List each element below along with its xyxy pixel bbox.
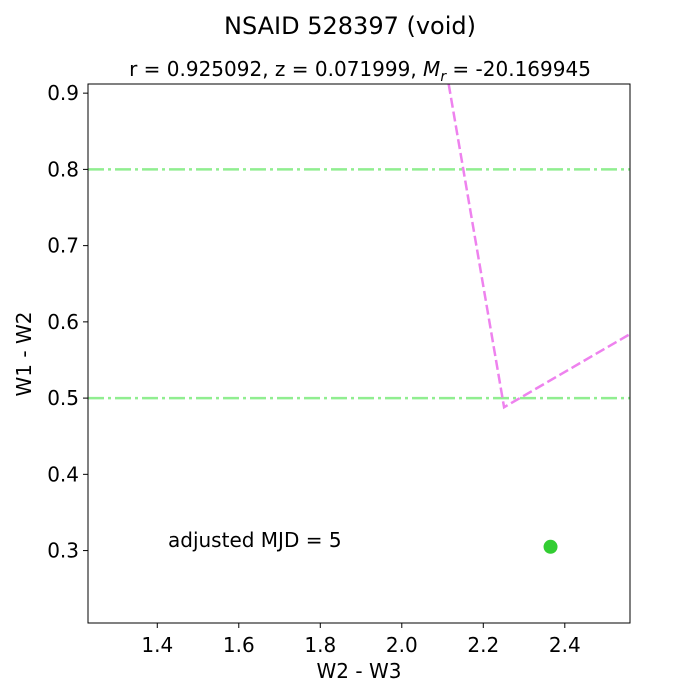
y-axis-label: W1 - W2 xyxy=(12,312,36,397)
y-tick-label: 0.6 xyxy=(47,310,79,334)
plot-area-frame xyxy=(87,83,631,624)
subtitle-mag-symbol: M xyxy=(423,57,440,81)
x-tick-label: 2.0 xyxy=(386,633,418,657)
chart-title: NSAID 528397 (void) xyxy=(224,12,476,40)
annotation-text: adjusted MJD = 5 xyxy=(168,528,342,552)
y-tick-label: 0.5 xyxy=(47,386,79,410)
plot-content xyxy=(88,84,630,554)
y-tick-label: 0.4 xyxy=(47,462,79,486)
x-axis: 1.4 1.6 1.8 2.0 2.2 2.4 xyxy=(141,623,581,657)
x-axis-label: W2 - W3 xyxy=(317,659,402,683)
y-tick-label: 0.8 xyxy=(47,157,79,181)
subtitle-prefix: r = 0.925092, z = 0.071999, xyxy=(129,57,423,81)
chart-subtitle: r = 0.925092, z = 0.071999, Mr = -20.169… xyxy=(129,57,591,85)
subtitle-mag-subscript: r xyxy=(440,69,447,85)
subtitle-suffix: = -20.169945 xyxy=(446,57,591,81)
y-axis: 0.3 0.4 0.5 0.6 0.7 0.8 0.9 xyxy=(47,81,88,563)
x-tick-label: 1.4 xyxy=(141,633,173,657)
x-tick-label: 1.8 xyxy=(304,633,336,657)
y-tick-label: 0.9 xyxy=(47,81,79,105)
y-tick-label: 0.3 xyxy=(47,539,79,563)
y-tick-label: 0.7 xyxy=(47,234,79,258)
x-tick-label: 2.2 xyxy=(467,633,499,657)
x-tick-label: 1.6 xyxy=(223,633,255,657)
x-tick-label: 2.4 xyxy=(549,633,581,657)
data-point-1 xyxy=(543,539,558,554)
boundary-line xyxy=(447,84,630,410)
